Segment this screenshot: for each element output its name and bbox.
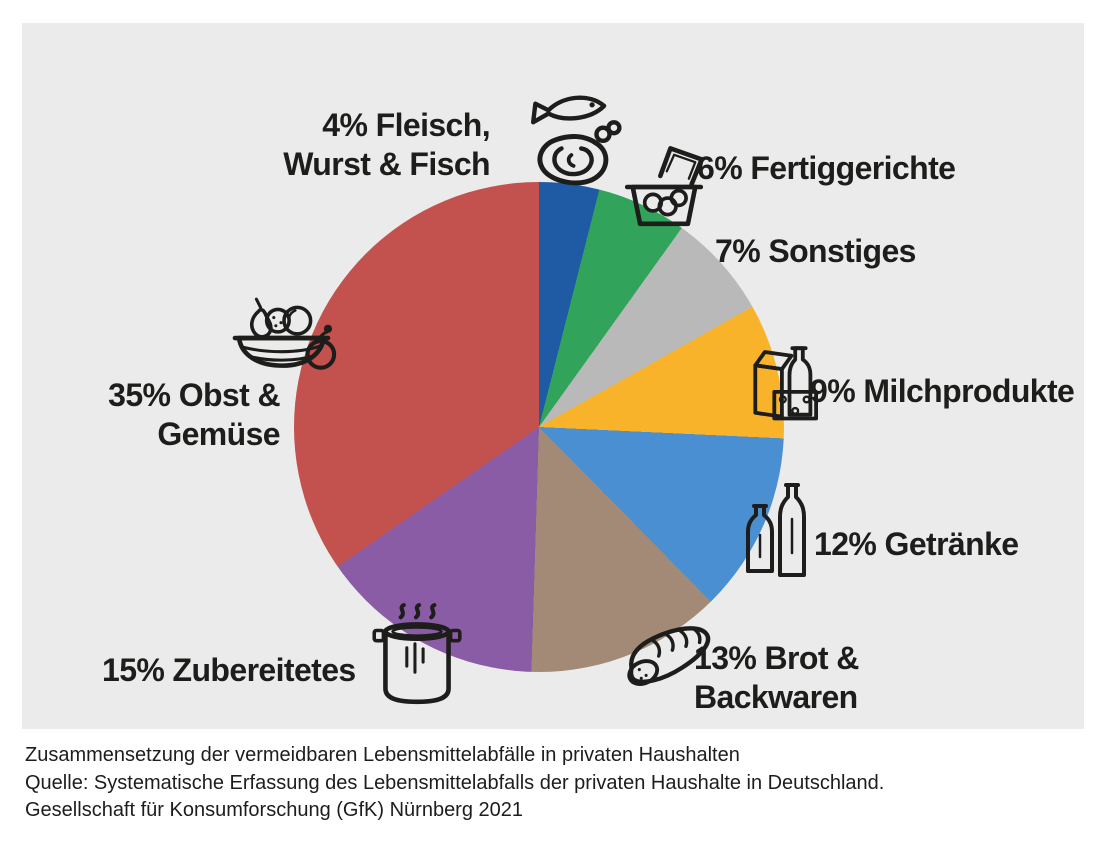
label-zubereitetes: 15% Zubereitetes bbox=[102, 651, 356, 690]
label-line: 4% Fleisch, bbox=[322, 107, 490, 143]
label-fleisch-wurst-fisch: 4% Fleisch, Wurst & Fisch bbox=[250, 106, 490, 184]
caption-line-2: Quelle: Systematische Erfassung des Lebe… bbox=[25, 771, 885, 794]
label-getraenke: 12% Getränke bbox=[814, 525, 1019, 564]
caption: Zusammensetzung der vermeidbaren Lebensm… bbox=[25, 742, 884, 825]
label-line: 13% Brot & bbox=[694, 640, 859, 676]
pie-chart bbox=[294, 182, 784, 672]
caption-line-1: Zusammensetzung der vermeidbaren Lebensm… bbox=[25, 744, 740, 766]
label-line: Wurst & Fisch bbox=[283, 146, 490, 182]
label-line: 7% Sonstiges bbox=[715, 233, 916, 269]
label-line: 9% Milchprodukte bbox=[810, 373, 1075, 409]
label-line: Backwaren bbox=[694, 679, 858, 715]
caption-line-3: Gesellschaft für Konsumforschung (GfK) N… bbox=[25, 799, 524, 821]
label-sonstiges: 7% Sonstiges bbox=[715, 232, 916, 271]
fruit-basket-icon bbox=[224, 291, 342, 383]
milk-icon bbox=[742, 333, 818, 428]
label-line: 35% Obst & bbox=[108, 377, 280, 413]
label-milchprodukte: 9% Milchprodukte bbox=[810, 372, 1075, 411]
bread-icon bbox=[616, 617, 718, 695]
label-brot-backwaren: 13% Brot & Backwaren bbox=[694, 639, 859, 717]
label-line: 12% Getränke bbox=[814, 526, 1019, 562]
label-line: 6% Fertiggerichte bbox=[697, 150, 956, 186]
ready-meal-icon bbox=[618, 139, 710, 235]
pot-icon bbox=[366, 601, 468, 713]
label-obst-gemuese: 35% Obst & Gemüse bbox=[82, 376, 280, 454]
chart-panel: 4% Fleisch, Wurst & Fisch 6% Fertiggeric… bbox=[22, 23, 1084, 729]
label-fertiggerichte: 6% Fertiggerichte bbox=[697, 149, 956, 188]
bottles-icon bbox=[738, 475, 818, 585]
label-line: Gemüse bbox=[157, 416, 280, 452]
fish-meat-icon bbox=[518, 83, 640, 203]
label-line: 15% Zubereitetes bbox=[102, 652, 356, 688]
